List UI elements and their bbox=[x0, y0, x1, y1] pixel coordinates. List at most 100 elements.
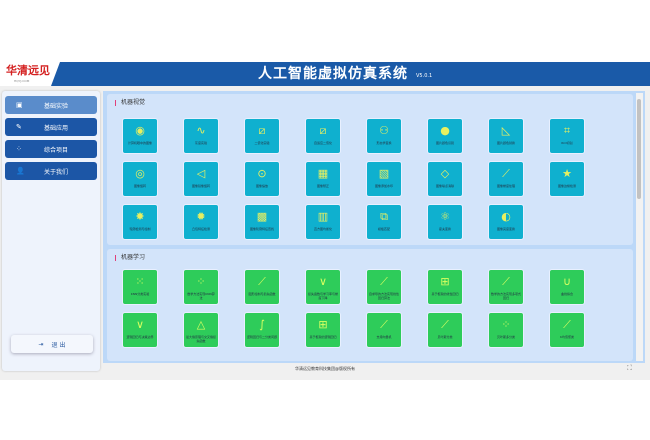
experiment-tile[interactable]: ∨ 损失函数与学习率与梯度下降 bbox=[305, 269, 341, 305]
experiment-icon: ⟋ bbox=[380, 318, 388, 331]
experiment-tile[interactable]: ∨ 逻辑回归与决策边界 bbox=[122, 312, 158, 348]
experiment-tile[interactable]: △ 最大熵原理与交叉熵损失函数 bbox=[183, 312, 219, 348]
experiment-icon: ★ bbox=[562, 167, 572, 180]
experiment-icon: ⟋ bbox=[258, 275, 266, 288]
section-title: 机器学习 bbox=[115, 255, 145, 261]
experiment-icon: ● bbox=[440, 124, 450, 137]
experiment-tile[interactable]: ✸ 轮廓检测与绘制 bbox=[122, 204, 158, 240]
experiment-label: 模板匹配 bbox=[377, 227, 390, 231]
experiment-icon: ⁘ bbox=[501, 318, 511, 331]
experiment-label: KNN分类实验 bbox=[130, 292, 150, 296]
scrollbar[interactable] bbox=[636, 93, 643, 361]
experiment-tile[interactable]: ▦ 图像矫正 bbox=[305, 161, 341, 197]
experiment-icon: ◇ bbox=[440, 167, 450, 180]
experiment-label: 凸包特征检测 bbox=[191, 227, 210, 231]
experiment-label: 图像噪点消除 bbox=[435, 184, 454, 188]
experiment-icon: ⊞ bbox=[318, 318, 328, 331]
experiment-icon: ⊞ bbox=[440, 275, 450, 288]
experiment-icon: ⧉ bbox=[380, 210, 388, 223]
experiment-label: 贝叶斯分类 bbox=[437, 335, 453, 339]
experiment-tile[interactable]: ◺ 图片颜色替换 bbox=[488, 118, 524, 154]
experiment-label: 直方图均衡化 bbox=[313, 227, 332, 231]
experiment-tile[interactable]: ▧ 图像添加水印 bbox=[366, 161, 402, 197]
experiment-icon: ▦ bbox=[317, 167, 329, 180]
experiment-tile[interactable]: ⟋ 图形绘制与损失函数 bbox=[244, 269, 280, 305]
experiment-tile[interactable]: ∫ 逻辑回归与二分类问题 bbox=[244, 312, 280, 348]
experiment-label: 图像矫正 bbox=[316, 184, 329, 188]
section-title: 机器视觉 bbox=[115, 100, 145, 106]
logout-button[interactable]: ⇥ 退 出 bbox=[11, 335, 93, 353]
scrollbar-thumb[interactable] bbox=[637, 99, 641, 199]
experiment-tile[interactable]: ⊙ 图像缩放 bbox=[244, 161, 280, 197]
experiment-tile[interactable]: ⁘ 数学方法实现KNN算法 bbox=[183, 269, 219, 305]
experiment-label: 图像边缘检测 bbox=[557, 184, 576, 188]
experiment-icon: ◁ bbox=[196, 167, 206, 180]
image-icon: ▣ bbox=[16, 101, 23, 109]
footer: 华清远见教育科技集团@版权所有 bbox=[295, 366, 355, 371]
experiment-tile[interactable]: ▩ 图像轮廓特征查找 bbox=[244, 204, 280, 240]
experiment-label: 损失函数与学习率与梯度下降 bbox=[308, 292, 339, 300]
experiment-label: 贝叶斯多分类 bbox=[496, 335, 515, 339]
experiment-tile[interactable]: ⊞ 基于框架的逻辑回归 bbox=[305, 312, 341, 348]
experiment-icon: △ bbox=[196, 318, 206, 331]
experiment-icon: ◉ bbox=[135, 124, 145, 137]
experiment-label: 逻辑回归与决策边界 bbox=[126, 335, 154, 339]
sidebar-item-basic-applications[interactable]: ✎ 基础应用 bbox=[5, 118, 97, 136]
experiment-tile[interactable]: ● 图片颜色识别 bbox=[427, 118, 463, 154]
experiment-tile[interactable]: ◐ 图像亮度变换 bbox=[488, 204, 524, 240]
experiment-label: 图像添加水印 bbox=[374, 184, 393, 188]
experiment-tile[interactable]: ∿ 灰度实验 bbox=[183, 118, 219, 154]
experiment-label: 形态学变换 bbox=[376, 141, 392, 145]
experiment-icon: ⟋ bbox=[380, 275, 388, 288]
experiment-icon: ∪ bbox=[562, 275, 572, 288]
experiment-tile[interactable]: ⟋ 图像梯度处理 bbox=[488, 161, 524, 197]
fullscreen-icon[interactable]: ⛶ bbox=[627, 364, 632, 372]
experiment-tile[interactable]: ⊞ 基于框架的线性回归 bbox=[427, 269, 463, 305]
experiment-label: 二值化实验 bbox=[254, 141, 270, 145]
experiment-icon: ⁙ bbox=[135, 275, 145, 288]
experiment-tile[interactable]: ⟋ 贝叶斯分类 bbox=[427, 312, 463, 348]
logo: 华清远见 HQYJ.COM bbox=[0, 62, 60, 86]
experiment-tile[interactable]: ∪ 曲线拟合 bbox=[549, 269, 585, 305]
experiment-tile[interactable]: ◁ 图像镜像旋转 bbox=[183, 161, 219, 197]
experiment-tile[interactable]: ◎ 图像旋转 bbox=[122, 161, 158, 197]
experiment-tile[interactable]: ✹ 凸包特征检测 bbox=[183, 204, 219, 240]
experiment-label: 基于框架的逻辑回归 bbox=[309, 335, 337, 339]
experiment-tile[interactable]: ⟋ K均值聚类 bbox=[549, 312, 585, 348]
user-icon: 👤 bbox=[16, 167, 25, 175]
section-machine-learning: 机器学习 ⁙ KNN分类实验 ⁘ 数学方法实现KNN算法 ⟋ 图形绘制与损失函数 ∨ 损失函数… bbox=[107, 249, 633, 361]
experiment-tile[interactable]: ⁘ 贝叶斯多分类 bbox=[488, 312, 524, 348]
experiment-tile[interactable]: ⁙ KNN分类实验 bbox=[122, 269, 158, 305]
experiment-icon: ✸ bbox=[135, 210, 145, 223]
experiment-tile[interactable]: ▥ 直方图均衡化 bbox=[305, 204, 341, 240]
sidebar-item-label: 基础应用 bbox=[44, 124, 69, 132]
experiment-tile[interactable]: ⚛ 霍夫变换 bbox=[427, 204, 463, 240]
experiment-label: 轮廓检测与绘制 bbox=[129, 227, 151, 231]
experiment-label: K均值聚类 bbox=[560, 335, 574, 339]
experiment-tile[interactable]: ◉ 计算机眼中的图像 bbox=[122, 118, 158, 154]
experiment-icon: ✹ bbox=[196, 210, 206, 223]
experiment-label: 图像镜像旋转 bbox=[191, 184, 210, 188]
experiment-tile[interactable]: ⟋ 支持向量机 bbox=[366, 312, 402, 348]
experiment-tile[interactable]: ◇ 图像噪点消除 bbox=[427, 161, 463, 197]
experiment-tile[interactable]: ★ 图像边缘检测 bbox=[549, 161, 585, 197]
experiment-icon: ⌗ bbox=[563, 124, 571, 137]
experiment-tile[interactable]: ⌗ ROI切割 bbox=[549, 118, 585, 154]
experiment-tile[interactable]: ⟋ 数学的方法实现多项式回归 bbox=[488, 269, 524, 305]
experiment-tile[interactable]: ⧄ 二值化实验 bbox=[244, 118, 280, 154]
experiment-label: ROI切割 bbox=[561, 141, 573, 145]
experiment-label: 曲线拟合 bbox=[560, 292, 573, 296]
edit-icon: ✎ bbox=[16, 123, 22, 131]
sidebar-item-projects[interactable]: ⁘ 综合项目 bbox=[5, 140, 97, 158]
sidebar-item-basic-experiments[interactable]: ▣ 基础实验 bbox=[5, 96, 97, 114]
experiment-icon: ∨ bbox=[318, 275, 328, 288]
experiment-icon: ▧ bbox=[378, 167, 390, 180]
experiment-tile[interactable]: ⚇ 形态学变换 bbox=[366, 118, 402, 154]
experiment-label: 图片颜色替换 bbox=[496, 141, 515, 145]
experiment-tile[interactable]: ⧉ 模板匹配 bbox=[366, 204, 402, 240]
sidebar-item-about[interactable]: 👤 关于我们 bbox=[5, 162, 97, 180]
experiment-icon: ▩ bbox=[256, 210, 268, 223]
experiment-label: 图像亮度变换 bbox=[496, 227, 515, 231]
experiment-tile[interactable]: ⟋ 自求导的方法实现线性回归算法 bbox=[366, 269, 402, 305]
experiment-tile[interactable]: ⧄ 自适应二值化 bbox=[305, 118, 341, 154]
